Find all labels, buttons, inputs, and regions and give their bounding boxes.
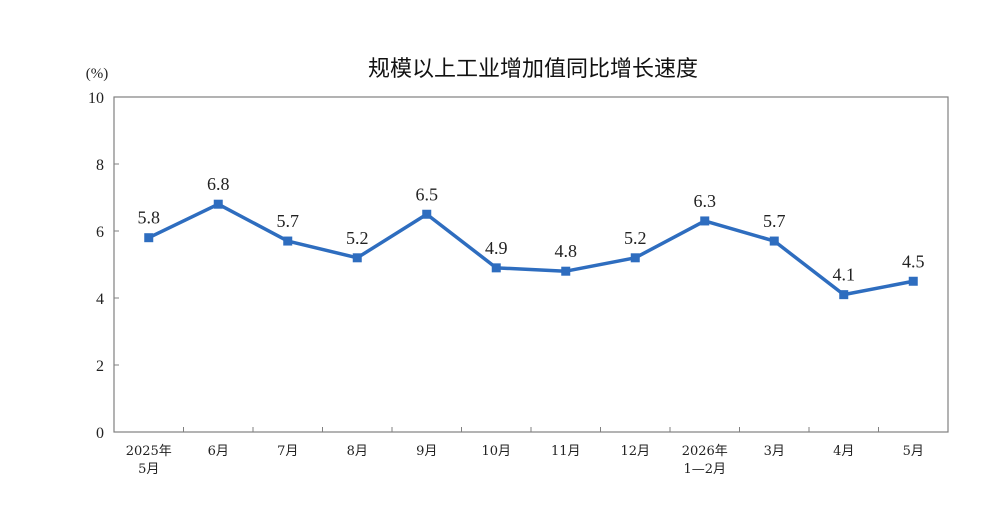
data-point	[908, 276, 918, 286]
y-unit-label: (%)	[86, 66, 109, 82]
data-point	[283, 236, 293, 246]
data-label: 5.7	[277, 211, 300, 231]
data-label: 6.8	[207, 174, 230, 194]
x-tick-label: 5月	[138, 462, 159, 477]
x-tick-label: 12月	[620, 444, 650, 459]
y-tick-label: 6	[96, 224, 104, 241]
data-label: 6.3	[694, 191, 717, 211]
x-tick-label: 2025年	[126, 444, 172, 459]
x-tick-label: 6月	[208, 444, 229, 459]
x-tick-label: 3月	[764, 444, 785, 459]
data-point	[561, 266, 571, 276]
chart-title: 规模以上工业增加值同比增长速度	[368, 57, 698, 82]
x-axis-ticks: 2025年 5月 6月 7月 8月 9月 10月 11月 12月 2026年 1—2月 3月 4月 5月	[126, 427, 924, 477]
data-point	[839, 290, 849, 300]
series-line	[147, 202, 914, 297]
data-label: 5.2	[346, 228, 369, 248]
data-label: 5.7	[763, 211, 786, 231]
data-point	[700, 216, 710, 226]
y-tick-label: 8	[96, 157, 104, 174]
y-axis-ticks: 0 2 4 6 8 10	[88, 90, 119, 442]
data-point	[213, 199, 223, 209]
y-tick-label: 4	[96, 291, 104, 308]
x-tick-label: 11月	[551, 444, 581, 459]
data-label: 5.2	[624, 228, 647, 248]
x-tick-label: 5月	[903, 444, 924, 459]
data-label: 6.5	[416, 184, 439, 204]
data-point	[630, 253, 640, 263]
x-tick-label: 4月	[833, 444, 854, 459]
x-tick-label: 10月	[481, 444, 511, 459]
x-tick-label: 1—2月	[683, 462, 726, 477]
y-tick-label: 2	[96, 358, 104, 375]
x-tick-label: 8月	[347, 444, 368, 459]
data-point	[422, 209, 432, 219]
data-label: 4.8	[555, 241, 578, 261]
data-point	[769, 236, 779, 246]
y-tick-label: 0	[96, 425, 104, 442]
data-label: 4.1	[833, 265, 856, 285]
data-label: 5.8	[138, 208, 161, 228]
plot-area-frame	[113, 96, 949, 433]
x-tick-label: 7月	[277, 444, 298, 459]
series-layer: 5.8 6.8 5.7 5.2 6.5 4.9 4.8 5.2 6.3 5.7 4.1 4.5	[138, 174, 925, 300]
data-point	[144, 233, 154, 243]
data-point	[491, 263, 501, 273]
x-tick-label: 2026年	[682, 444, 728, 459]
data-point	[352, 253, 362, 263]
data-label: 4.5	[902, 251, 925, 271]
y-tick-label: 10	[88, 90, 104, 107]
x-tick-label: 9月	[416, 444, 437, 459]
data-label: 4.9	[485, 238, 508, 258]
